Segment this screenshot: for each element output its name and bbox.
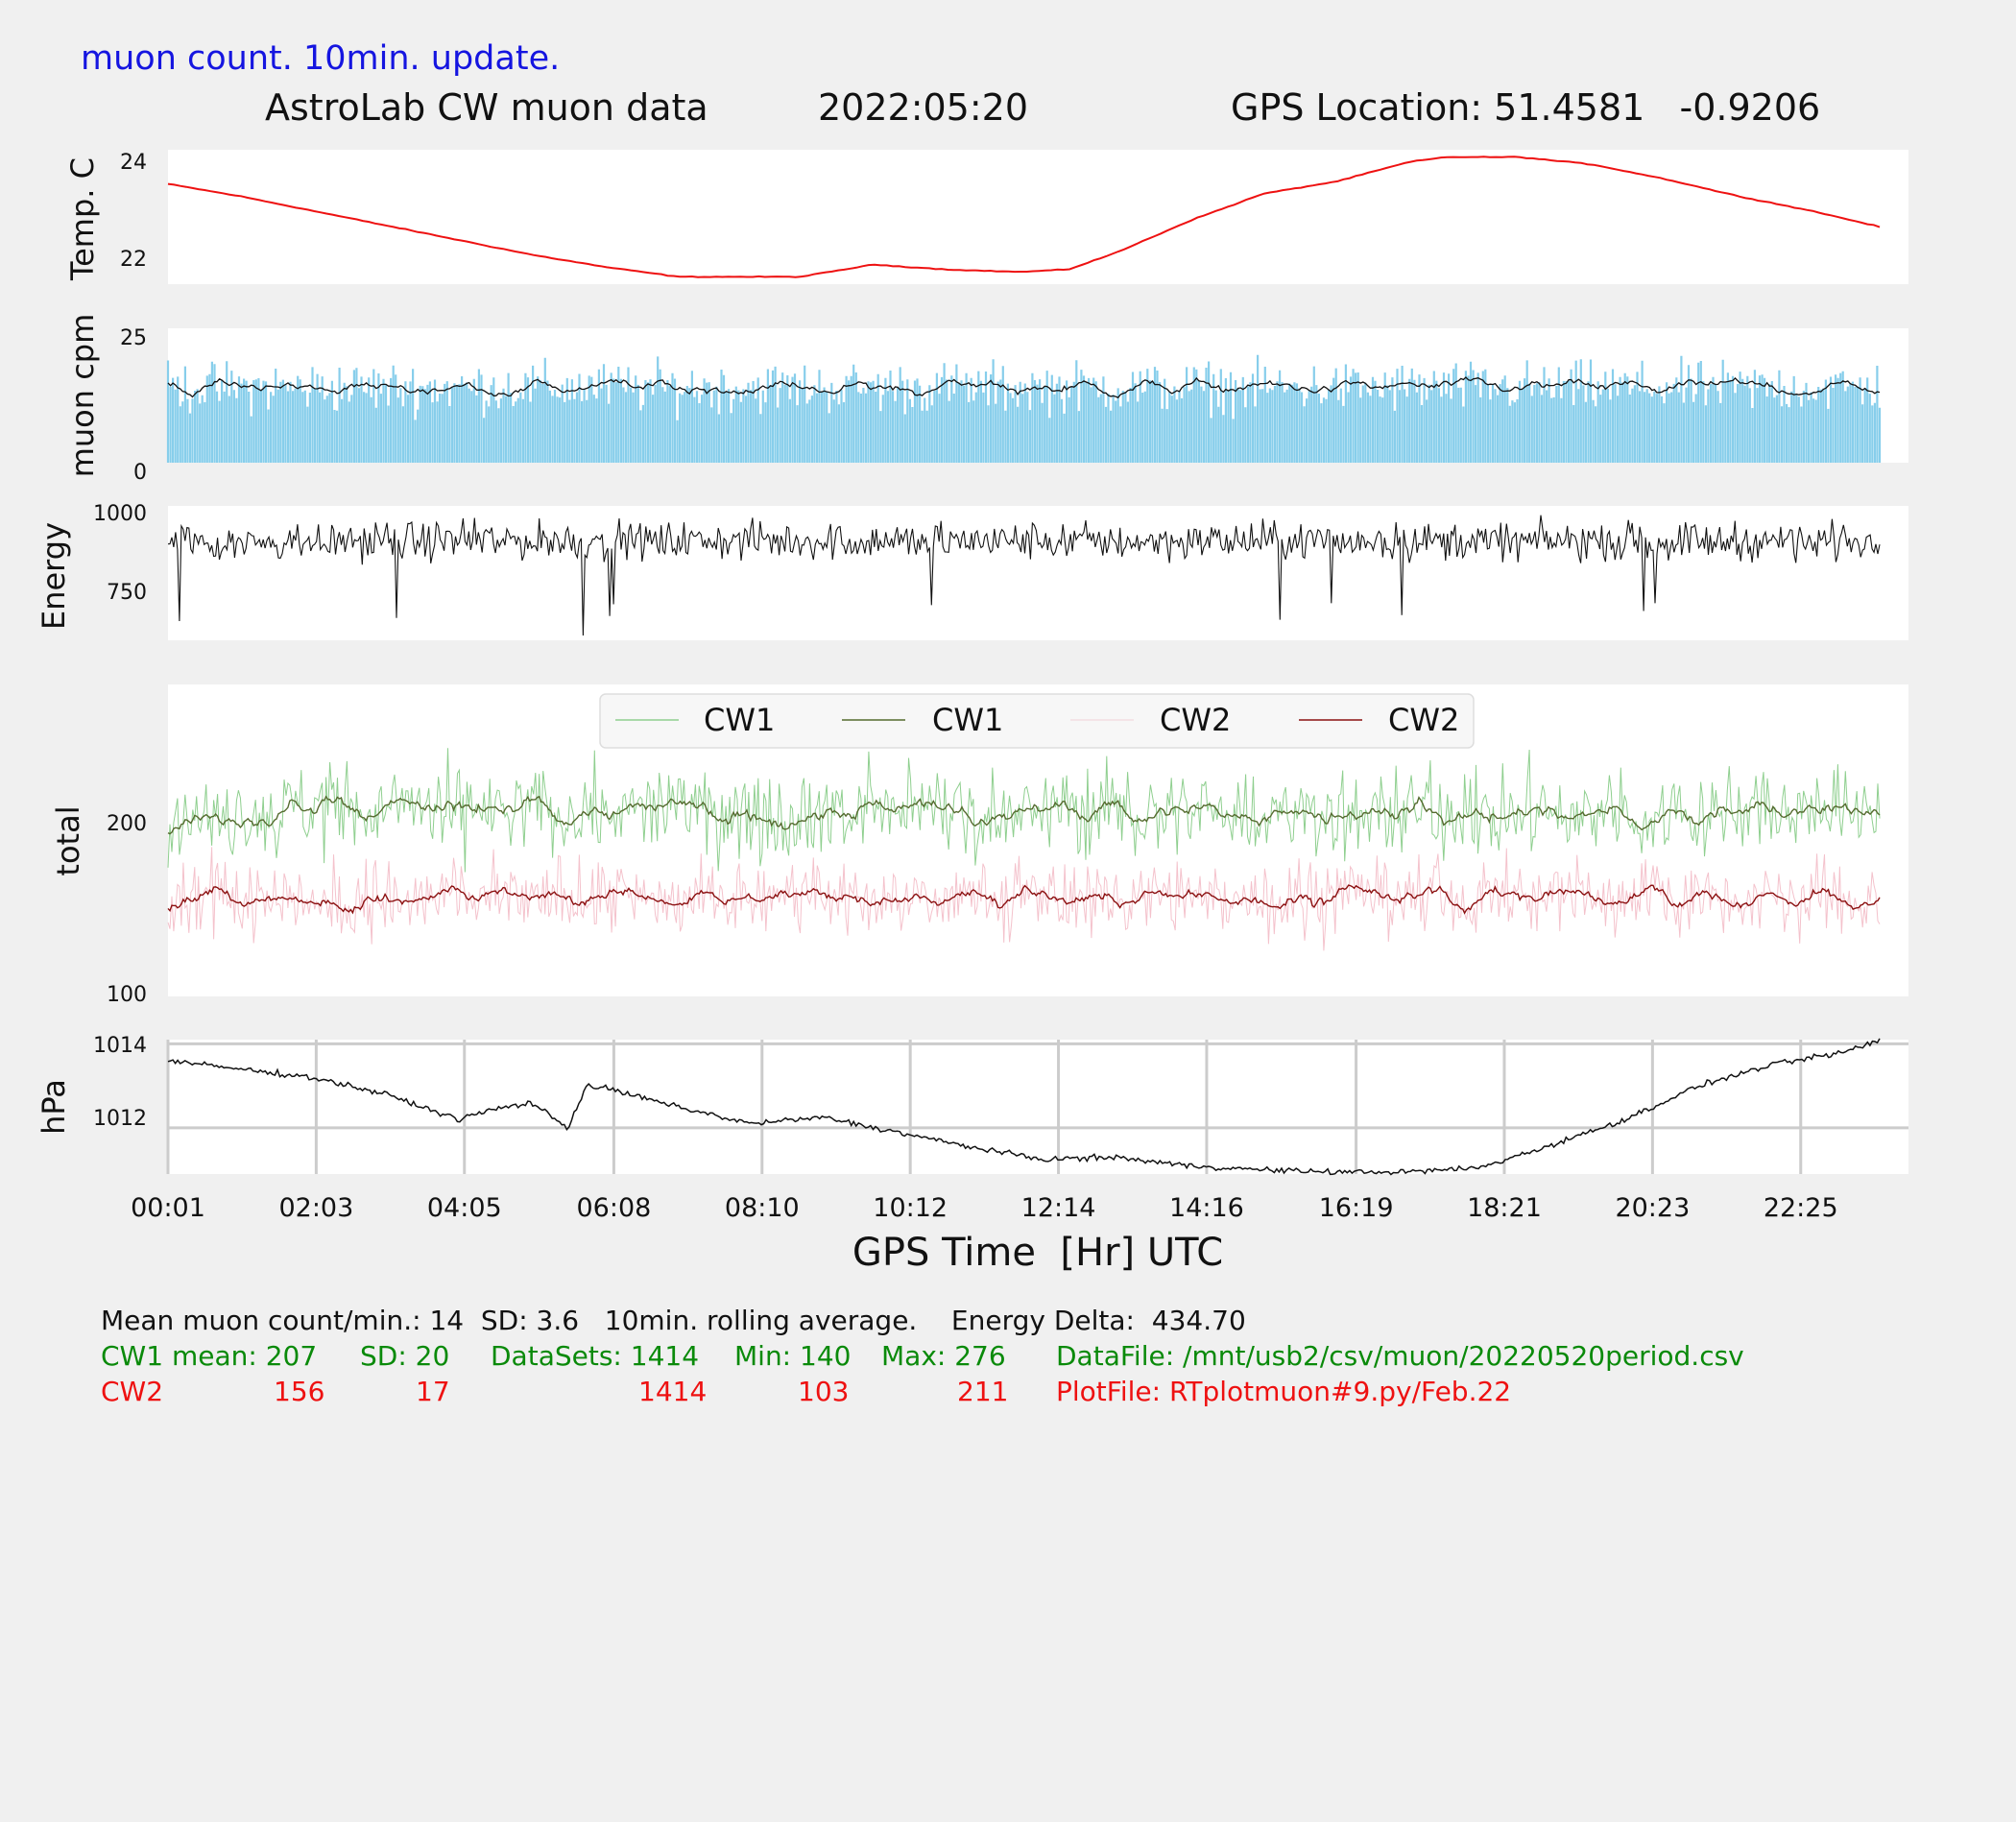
cw2-sd: 17 [416,1376,450,1407]
total-legend: CW1 CW1 CW2 CW2 [599,693,1475,749]
gps-location: GPS Location: 51.4581 -0.9206 [1231,86,1820,129]
x-tick-labels: 00:01 02:03 04:05 06:08 08:10 10:12 12:14 14:16… [131,1193,1838,1223]
cw1-average-line [167,795,1881,835]
stats-summary-line: Mean muon count/min.: 14 SD: 3.6 10min. … [101,1305,1246,1336]
energy-line [167,515,1881,636]
x-tick-label: 22:25 [1764,1193,1838,1223]
legend-label-cw2-raw: CW2 [1160,702,1231,738]
temperature-ylabel: Temp. C [64,157,101,281]
statistics-block: Mean muon count/min.: 14 SD: 3.6 10min. … [101,1304,1925,1419]
energy-series [167,515,1881,636]
x-tick-label: 06:08 [577,1193,652,1223]
cw2-max: 211 [957,1376,1009,1407]
energy-panel [168,506,1908,640]
x-tick-label: 16:19 [1319,1193,1394,1223]
data-file-path: DataFile: /mnt/usb2/csv/muon/20220520per… [1056,1340,1744,1372]
legend-box [599,693,1475,749]
legend-label-cw2-avg: CW2 [1388,702,1459,738]
legend-label-cw1-raw: CW1 [704,702,775,738]
muon-cpm-bars [166,354,1882,463]
pressure-line [167,1038,1881,1176]
cw2-mean: 156 [274,1376,325,1407]
chart-title: AstroLab CW muon data [265,86,708,129]
x-tick-label: 20:23 [1615,1193,1690,1223]
x-tick-label: 18:21 [1467,1193,1542,1223]
x-tick-label: 12:14 [1021,1193,1096,1223]
x-axis-label: GPS Time [Hr] UTC [852,1231,1223,1275]
temperature-ytick-22: 22 [120,248,147,272]
cw2-datasets: 1414 [638,1376,708,1407]
temperature-series [167,156,1881,278]
x-tick-label: 08:10 [725,1193,800,1223]
x-tick-label: 14:16 [1169,1193,1244,1223]
chart-date: 2022:05:20 [818,86,1028,129]
temperature-panel [168,150,1908,284]
x-tick-label: 04:05 [427,1193,502,1223]
total-ylabel: total [50,805,86,875]
muon-cpm-series [166,354,1882,463]
muon-cpm-ylabel: muon cpm [64,314,101,478]
pressure-ytick-1012: 1012 [93,1107,147,1131]
total-ytick-200: 200 [107,812,147,836]
temperature-line [167,156,1881,278]
muon-cpm-ytick-25: 25 [120,326,147,350]
x-tick-label: 02:03 [278,1193,353,1223]
cw1-max: Max: 276 [881,1340,1006,1372]
cw1-mean: CW1 mean: 207 [101,1340,318,1372]
cw2-label: CW2 [101,1376,164,1407]
cw1-sd: SD: 20 [360,1340,450,1372]
temperature-ytick-24: 24 [120,151,147,175]
muon-dashboard-chart: muon count. 10min. update. AstroLab CW m… [36,39,1908,1275]
pressure-series [167,1038,1881,1176]
plot-file-name: PlotFile: RTplotmuon#9.py/Feb.22 [1056,1376,1512,1407]
cw2-average-line [167,884,1881,915]
total-series [167,748,1881,951]
x-tick-label: 10:12 [873,1193,948,1223]
cw1-datasets: DataSets: 1414 [491,1340,700,1372]
muon-rolling-average-line [167,376,1881,398]
energy-ytick-750: 750 [107,581,147,605]
x-tick-label: 00:01 [131,1193,205,1223]
pressure-ylabel: hPa [36,1079,72,1135]
pressure-ytick-1014: 1014 [93,1034,147,1058]
cw1-min: Min: 140 [734,1340,852,1372]
update-note: muon count. 10min. update. [81,39,560,78]
total-ytick-100: 100 [107,983,147,1007]
pressure-panel [168,1040,1908,1174]
cw2-min: 103 [798,1376,850,1407]
legend-label-cw1-avg: CW1 [932,702,1003,738]
pressure-grid [166,1040,1908,1174]
muon-cpm-ytick-0: 0 [133,461,147,485]
cw2-raw-line [167,847,1881,951]
energy-ytick-1000: 1000 [93,502,147,526]
energy-ylabel: Energy [36,522,72,630]
